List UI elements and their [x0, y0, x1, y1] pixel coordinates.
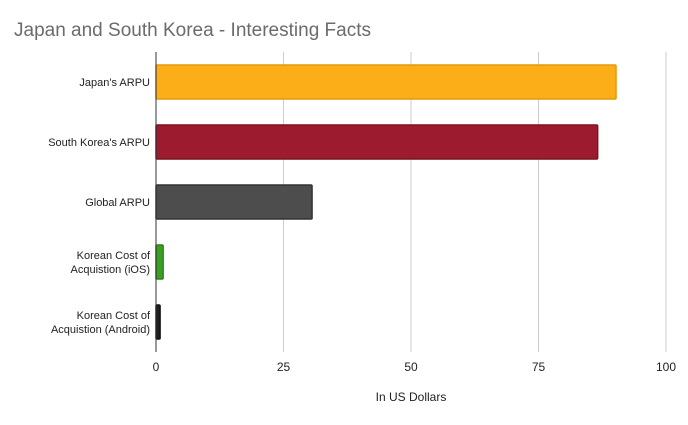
x-tick-label: 75: [532, 360, 546, 374]
x-tick-label: 25: [277, 360, 291, 374]
bar: [155, 64, 617, 100]
category-label: South Korea's ARPU: [48, 137, 150, 149]
category-label: Korean Cost of: [77, 250, 151, 262]
category-label: Acquistion (iOS): [71, 264, 150, 276]
bar: [155, 124, 599, 160]
x-tick-label: 50: [404, 360, 418, 374]
category-label: Acquistion (Android): [51, 324, 150, 336]
x-tick-label: 0: [153, 360, 160, 374]
labels: 0 25 50 75 100 Japan's ARPU South Korea's ARPU…: [48, 77, 676, 374]
bar: [155, 304, 161, 340]
x-axis-title: In US Dollars: [376, 390, 447, 404]
category-label: Korean Cost of: [77, 310, 151, 322]
bar: [155, 244, 164, 280]
x-tick-label: 100: [656, 360, 676, 374]
category-label: Japan's ARPU: [79, 77, 150, 89]
bars: [155, 64, 617, 340]
category-label: Global ARPU: [85, 197, 150, 209]
bar: [155, 184, 313, 220]
chart-title: Japan and South Korea - Interesting Fact…: [14, 20, 371, 41]
